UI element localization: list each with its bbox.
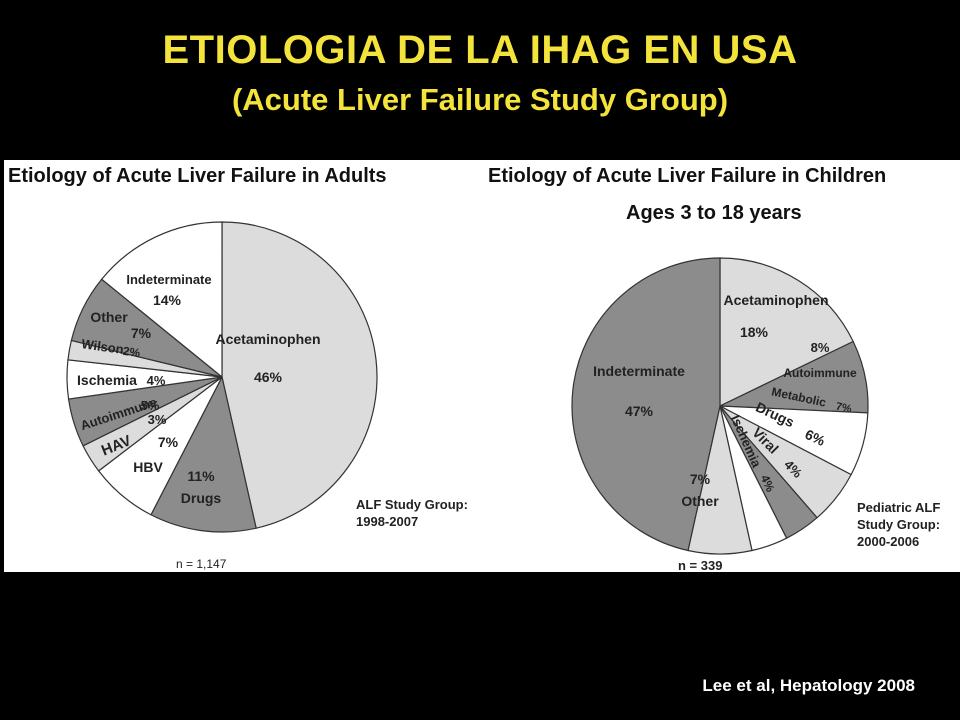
child-label-metabolic-pct: 7% [835,401,853,416]
child-source-line2: Study Group: [857,517,940,532]
child-label-acetaminophen-name: Acetaminophen [723,292,828,308]
adult-label-ischemia-pct: 4% [147,373,166,388]
chart-panel: Etiology of Acute Liver Failure in Adult… [4,160,960,572]
child-slice-indeterminate [571,257,721,552]
adult-slice-acetaminophen [221,221,378,529]
adult-pie [66,221,378,533]
child-pie [571,257,869,555]
adult-label-wilson-pct: 2% [122,344,141,360]
adult-label-hbv-pct: 7% [158,434,179,450]
adult-source-years: 1998-2007 [356,514,418,529]
child-label-ischemia-pct: 4% [758,473,778,495]
adult-label-other-name: Other [90,309,128,325]
adult-chart-title: Etiology of Acute Liver Failure in Adult… [8,165,387,187]
slide-title: ETIOLOGIA DE LA IHAG EN USA [162,28,798,72]
child-label-drugs-pct: 6% [803,426,829,449]
slide-subtitle: (Acute Liver Failure Study Group) [231,82,729,117]
adult-label-drugs-pct: 11% [187,468,215,484]
adult-label-acetaminophen-pct: 46% [254,369,283,385]
adult-label-hbv-name: HBV [133,459,163,475]
charts-svg: Etiology of Acute Liver Failure in Adult… [8,165,940,572]
adult-label-indeterminate-pct: 14% [153,292,182,308]
child-label-indeterminate-pct: 47% [625,403,654,419]
adult-slice-drugs [150,375,257,533]
child-label-other-name: Other [681,493,719,509]
adult-label-indeterminate-name: Indeterminate [126,272,211,287]
adult-label-acetaminophen-name: Acetaminophen [215,331,320,347]
adult-label-wilson-name: Wilson [81,336,125,357]
child-label-indeterminate-name: Indeterminate [593,363,685,379]
adult-source: ALF Study Group: [356,497,468,512]
child-label-autoimmune-name: Autoimmune [783,366,857,380]
child-label-acetaminophen-pct: 18% [740,324,769,340]
adult-label-autoimmune-pct: 5% [141,398,160,413]
adult-label-drugs-name: Drugs [181,490,222,506]
child-source-years: 2000-2006 [857,534,919,549]
child-n-label: n = 339 [678,558,722,572]
citation: Lee et al, Hepatology 2008 [702,676,915,695]
child-chart-title: Etiology of Acute Liver Failure in Child… [488,165,886,187]
adult-label-ischemia-name: Ischemia [77,372,137,388]
child-slice-acetaminophen [719,257,855,407]
adult-slice-indeterminate [100,221,223,379]
adult-label-hav-pct: 3% [148,412,167,427]
child-chart-subtitle: Ages 3 to 18 years [626,202,802,224]
child-source-line1: Pediatric ALF [857,500,940,515]
adult-n-label: n = 1,147 [176,557,227,571]
adult-label-other-pct: 7% [131,325,152,341]
child-label-autoimmune-pct: 8% [811,340,830,355]
child-label-other-pct: 7% [690,471,711,487]
